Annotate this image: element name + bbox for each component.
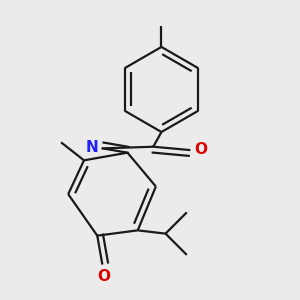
Text: O: O xyxy=(194,142,207,158)
Text: N: N xyxy=(86,140,99,155)
Text: O: O xyxy=(97,269,110,284)
